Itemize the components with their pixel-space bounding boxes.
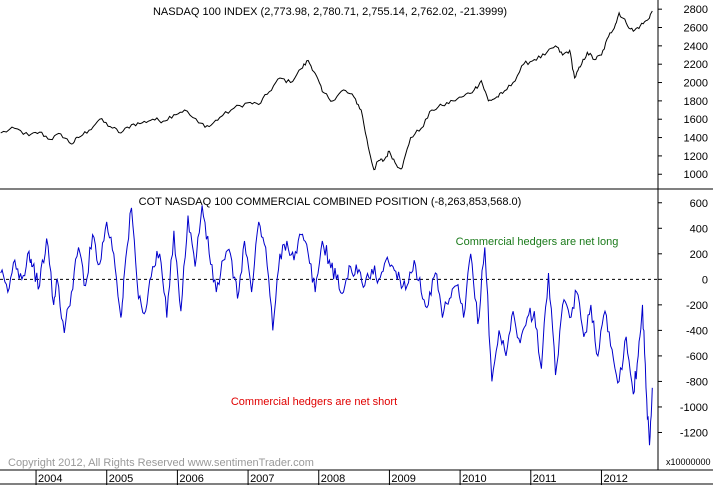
nasdaq-y-tick-label: 1000 [684,169,708,181]
net-short-annotation: Commercial hedgers are net short [231,396,397,408]
x-tick-label: 2006 [179,473,203,485]
cot-y-tick-label: 600 [690,198,708,210]
cot-y-tick-label: -1200 [680,427,708,439]
cot-y-tick-label: -400 [686,325,708,337]
x-tick-label: 2011 [533,473,557,485]
cot-chart-title: COT NASDAQ 100 COMMERCIAL COMBINED POSIT… [139,196,522,208]
nasdaq-y-tick-label: 2400 [684,41,708,53]
nasdaq-series-line [0,10,653,171]
nasdaq-y-tick-label: 1400 [684,133,708,145]
nasdaq-price-plot: 1000 1200 1400 1600 1800 2000 2200 2400 2600 2800 [0,4,708,181]
x-tick-label: 2010 [462,473,486,485]
cot-series-line [0,205,653,446]
nasdaq-y-tick-label: 2200 [684,59,708,71]
y-multiplier-label: x10000000 [666,457,711,467]
nasdaq-y-tick-label: 2000 [684,78,708,90]
x-tick-label: 2008 [321,473,345,485]
cot-position-plot: -1200 -1000 -800 -600 -400 -200 0 200 400 600 [0,198,708,446]
nasdaq-chart-title: NASDAQ 100 INDEX (2,773.98, 2,780.71, 2,… [153,6,507,18]
nasdaq-y-tick-label: 1200 [684,151,708,163]
cot-y-tick-label: 0 [702,274,708,286]
x-tick-label: 2004 [38,473,62,485]
nasdaq-y-tick-label: 1600 [684,114,708,126]
cot-y-tick-label: -200 [686,300,708,312]
cot-y-tick-label: -1000 [680,402,708,414]
x-tick-label: 2005 [109,473,133,485]
x-tick-label: 2012 [603,473,627,485]
x-tick-label: 2009 [391,473,415,485]
x-tick-label: 2007 [250,473,274,485]
copyright-text: Copyright 2012, All Rights Reserved www.… [8,457,314,469]
net-long-annotation: Commercial hedgers are net long [456,236,619,248]
cot-y-tick-label: 400 [690,223,708,235]
cot-y-tick-label: 200 [690,249,708,261]
nasdaq-y-tick-label: 1800 [684,96,708,108]
nasdaq-y-tick-label: 2600 [684,23,708,35]
cot-y-tick-label: -800 [686,376,708,388]
x-axis: 2004 2005 2006 2007 2008 2009 2010 2011 2012 [35,470,628,485]
nasdaq-y-tick-label: 2800 [684,4,708,16]
cot-y-tick-label: -600 [686,351,708,363]
